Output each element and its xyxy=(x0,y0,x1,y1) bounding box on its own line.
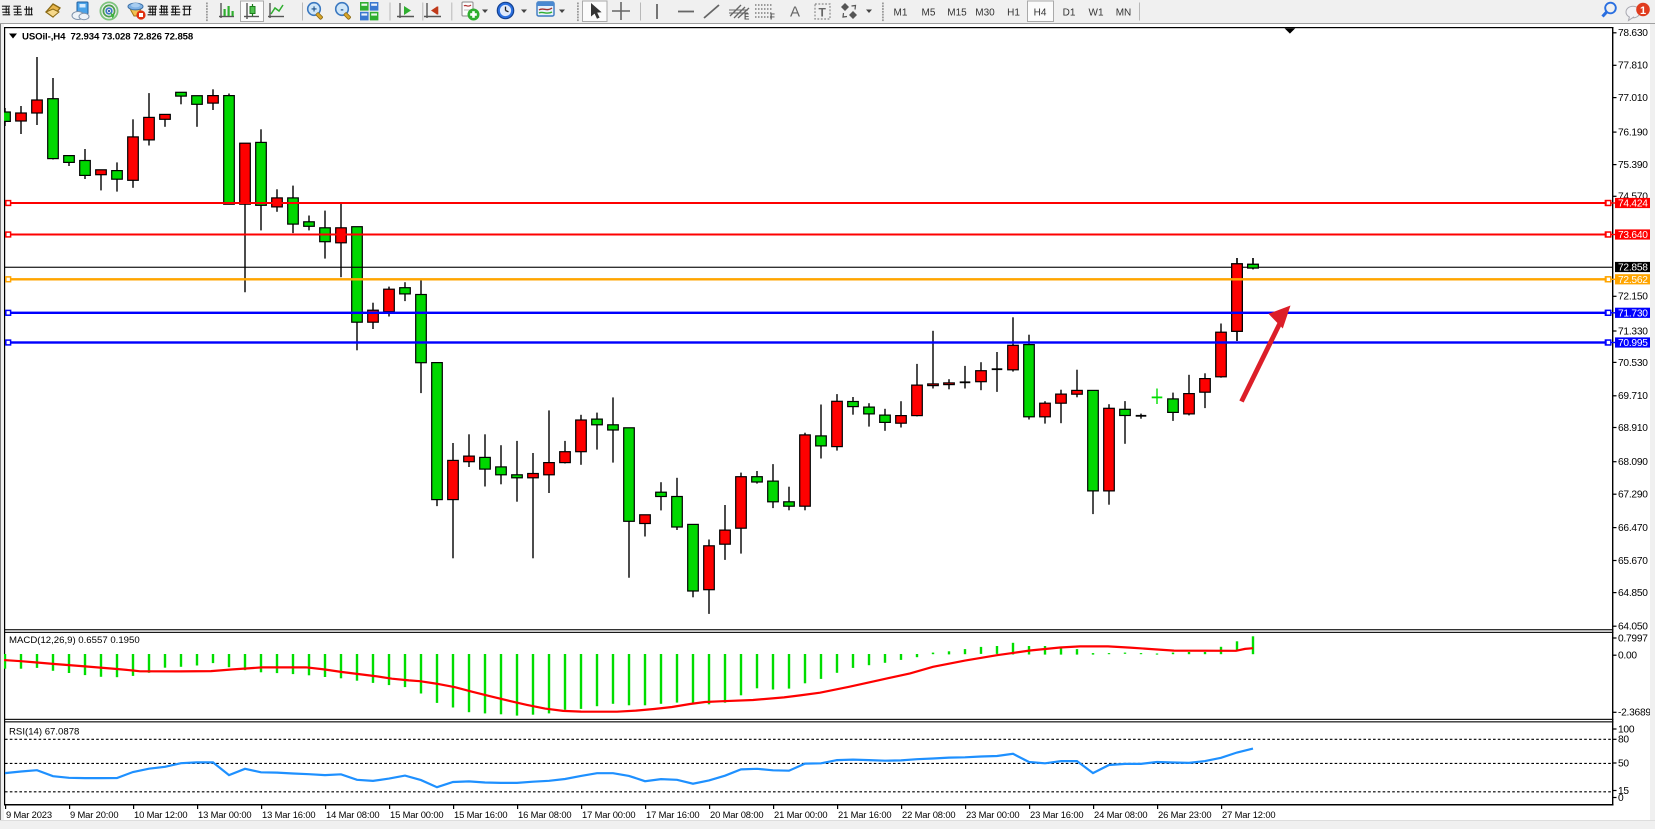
svg-text:M30: M30 xyxy=(975,8,995,19)
svg-text:21 Mar 16:00: 21 Mar 16:00 xyxy=(838,809,891,820)
svg-text:23 Mar 16:00: 23 Mar 16:00 xyxy=(1030,809,1083,820)
svg-text:15: 15 xyxy=(1618,786,1629,797)
svg-text:MACD(12,26,9) 0.6557 0.1950: MACD(12,26,9) 0.6557 0.1950 xyxy=(9,635,140,646)
svg-text:78.630: 78.630 xyxy=(1618,28,1648,39)
svg-text:23 Mar 00:00: 23 Mar 00:00 xyxy=(966,809,1019,820)
svg-text:D1: D1 xyxy=(1063,8,1076,19)
svg-text:72.858: 72.858 xyxy=(1618,263,1648,274)
svg-text:M15: M15 xyxy=(947,8,967,19)
svg-text:74.424: 74.424 xyxy=(1618,199,1648,210)
svg-text:10 Mar 12:00: 10 Mar 12:00 xyxy=(134,809,187,820)
svg-text:15 Mar 16:00: 15 Mar 16:00 xyxy=(454,809,507,820)
svg-text:MN: MN xyxy=(1116,8,1132,19)
svg-text:68.090: 68.090 xyxy=(1618,457,1648,468)
svg-text:17 Mar 16:00: 17 Mar 16:00 xyxy=(646,809,699,820)
svg-text:71.330: 71.330 xyxy=(1618,326,1648,337)
svg-text:75.390: 75.390 xyxy=(1618,160,1648,171)
svg-text:1: 1 xyxy=(1640,5,1646,17)
svg-text:72.150: 72.150 xyxy=(1618,292,1648,303)
svg-text:16 Mar 08:00: 16 Mar 08:00 xyxy=(518,809,571,820)
svg-text:74.570: 74.570 xyxy=(1618,192,1648,203)
svg-text:69.710: 69.710 xyxy=(1618,391,1648,402)
svg-text:26 Mar 23:00: 26 Mar 23:00 xyxy=(1158,809,1211,820)
svg-text:9 Mar 20:00: 9 Mar 20:00 xyxy=(70,809,118,820)
svg-text:15 Mar 00:00: 15 Mar 00:00 xyxy=(390,809,443,820)
svg-text:+: + xyxy=(311,5,317,16)
svg-text:77.810: 77.810 xyxy=(1618,61,1648,72)
svg-text:64.850: 64.850 xyxy=(1618,588,1648,599)
svg-text:RSI(14) 67.0878: RSI(14) 67.0878 xyxy=(9,727,79,738)
svg-text:0: 0 xyxy=(1618,793,1624,804)
svg-text:68.910: 68.910 xyxy=(1618,423,1648,434)
svg-text:76.190: 76.190 xyxy=(1618,128,1648,139)
svg-text:A: A xyxy=(790,4,800,21)
svg-text:17 Mar 00:00: 17 Mar 00:00 xyxy=(582,809,635,820)
svg-text:H1: H1 xyxy=(1007,8,1020,19)
svg-text:USOil-,H4 72.934 73.028 72.82: USOil-,H4 72.934 73.028 72.826 72.858 xyxy=(22,32,194,43)
svg-text:-2.3689: -2.3689 xyxy=(1618,708,1651,719)
svg-text:W1: W1 xyxy=(1089,8,1104,19)
svg-text:13 Mar 00:00: 13 Mar 00:00 xyxy=(198,809,251,820)
svg-text:20 Mar 08:00: 20 Mar 08:00 xyxy=(710,809,763,820)
svg-text:14 Mar 08:00: 14 Mar 08:00 xyxy=(326,809,379,820)
svg-text:50: 50 xyxy=(1618,758,1629,769)
svg-text:80: 80 xyxy=(1618,735,1629,746)
svg-text:13 Mar 16:00: 13 Mar 16:00 xyxy=(262,809,315,820)
svg-text:H4: H4 xyxy=(1034,8,1047,19)
svg-text:72.562: 72.562 xyxy=(1618,275,1648,286)
svg-text:F: F xyxy=(770,13,775,22)
svg-text:E: E xyxy=(744,13,750,22)
svg-text:70.995: 70.995 xyxy=(1618,338,1648,349)
svg-text:M5: M5 xyxy=(922,8,936,19)
svg-text:100: 100 xyxy=(1618,724,1635,735)
svg-text:67.290: 67.290 xyxy=(1618,490,1648,501)
svg-text:9 Mar 2023: 9 Mar 2023 xyxy=(6,809,52,820)
svg-text:M1: M1 xyxy=(894,8,908,19)
svg-text:64.050: 64.050 xyxy=(1618,622,1648,633)
svg-text:70.530: 70.530 xyxy=(1618,358,1648,369)
svg-text:22 Mar 08:00: 22 Mar 08:00 xyxy=(902,809,955,820)
svg-text:0.7997: 0.7997 xyxy=(1618,633,1648,644)
svg-text:65.670: 65.670 xyxy=(1618,556,1648,567)
svg-text:27 Mar 12:00: 27 Mar 12:00 xyxy=(1222,809,1275,820)
svg-text:77.010: 77.010 xyxy=(1618,93,1648,104)
svg-text:21 Mar 00:00: 21 Mar 00:00 xyxy=(774,809,827,820)
svg-text:66.470: 66.470 xyxy=(1618,523,1648,534)
svg-text:73.640: 73.640 xyxy=(1618,230,1648,241)
svg-text:T: T xyxy=(819,6,827,20)
svg-text:24 Mar 08:00: 24 Mar 08:00 xyxy=(1094,809,1147,820)
svg-text:0.00: 0.00 xyxy=(1618,651,1637,662)
svg-text:71.730: 71.730 xyxy=(1618,308,1648,319)
svg-text:-: - xyxy=(340,5,343,16)
